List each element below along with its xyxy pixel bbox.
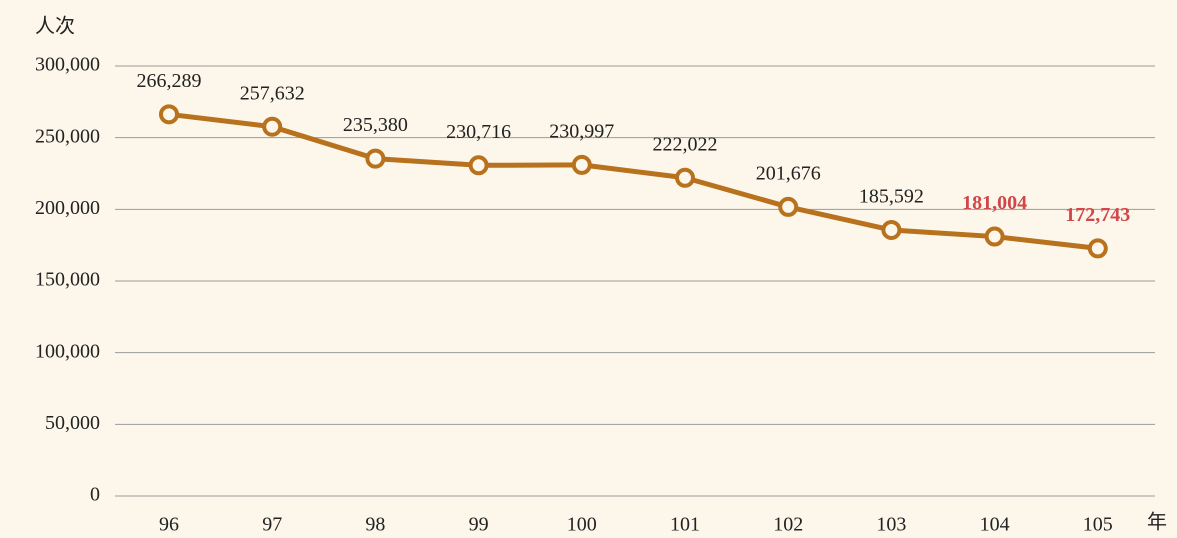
x-tick-label: 96 — [159, 514, 179, 536]
data-label: 235,380 — [343, 114, 408, 136]
x-tick-label: 101 — [670, 514, 700, 536]
y-tick-label: 250,000 — [35, 125, 100, 147]
x-tick-label: 98 — [365, 514, 385, 536]
data-label: 185,592 — [859, 186, 924, 208]
data-label: 266,289 — [137, 70, 202, 92]
x-tick-label: 102 — [773, 514, 803, 536]
y-tick-label: 100,000 — [35, 340, 100, 362]
y-axis-label: 人次 — [35, 15, 75, 38]
data-label: 230,997 — [549, 120, 614, 142]
marker — [468, 155, 489, 176]
data-label: 257,632 — [240, 82, 305, 104]
x-tick-label: 100 — [567, 514, 597, 536]
y-tick-label: 150,000 — [35, 269, 100, 291]
data-label: 222,022 — [653, 133, 718, 155]
x-tick-label: 103 — [876, 514, 906, 536]
y-tick-label: 0 — [90, 484, 100, 506]
x-axis-label: 年 — [1147, 511, 1167, 534]
data-label: 172,743 — [1065, 204, 1130, 226]
line — [168, 111, 1099, 251]
marker — [262, 116, 283, 137]
y-tick-label: 50,000 — [45, 412, 100, 434]
marker — [365, 148, 386, 169]
marker — [159, 104, 179, 125]
marker — [571, 154, 592, 175]
marker — [1087, 238, 1108, 259]
marker — [984, 226, 1005, 247]
data-label: 230,716 — [446, 121, 511, 143]
marker — [675, 167, 695, 188]
data-label: 181,004 — [962, 192, 1027, 214]
data-label: 201,676 — [756, 163, 821, 185]
y-tick-label: 200,000 — [35, 197, 100, 219]
y-tick-label: 300,000 — [35, 54, 100, 76]
marker — [778, 196, 799, 217]
x-tick-label: 99 — [469, 514, 489, 536]
marker — [881, 219, 902, 240]
x-tick-label: 97 — [262, 514, 282, 536]
x-tick-label: 104 — [980, 514, 1010, 536]
x-tick-label: 105 — [1083, 514, 1113, 536]
